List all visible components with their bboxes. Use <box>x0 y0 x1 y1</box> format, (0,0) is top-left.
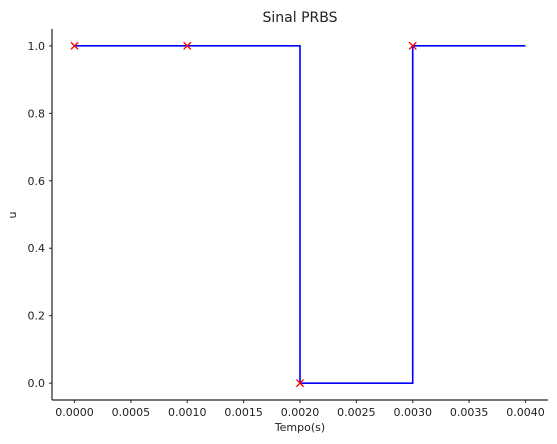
sample-marker <box>183 41 192 50</box>
y-tick-label: 0.2 <box>28 310 46 323</box>
x-axis-label: Tempo(s) <box>274 421 325 434</box>
x-tick-label: 0.0010 <box>168 406 207 419</box>
x-tick-label: 0.0030 <box>393 406 432 419</box>
chart-title: Sinal PRBS <box>263 10 338 26</box>
sample-marker <box>295 379 305 388</box>
y-tick-labels: 0.0 0.2 0.4 0.6 0.8 1.0 <box>28 40 52 390</box>
marker-layer <box>70 41 417 388</box>
sample-marker <box>408 41 417 50</box>
x-tick-label: 0.0035 <box>450 406 489 419</box>
x-tick-label: 0.0020 <box>281 406 320 419</box>
x-tick-label: 0.0005 <box>112 406 151 419</box>
y-tick-label: 0.8 <box>28 107 46 120</box>
x-tick-label: 0.0000 <box>55 406 94 419</box>
y-axis-label: u <box>6 212 19 219</box>
x-tick-label: 0.0040 <box>506 406 545 419</box>
x-tick-labels: 0.0000 0.0005 0.0010 0.0015 0.0020 0.0025 0.00… <box>55 400 545 419</box>
y-tick-label: 0.4 <box>28 242 46 255</box>
x-tick-label: 0.0025 <box>337 406 376 419</box>
y-tick-label: 0.0 <box>28 377 46 390</box>
y-tick-label: 1.0 <box>28 40 46 53</box>
y-tick-label: 0.6 <box>28 175 46 188</box>
sample-marker <box>70 41 79 50</box>
x-tick-label: 0.0015 <box>224 406 263 419</box>
